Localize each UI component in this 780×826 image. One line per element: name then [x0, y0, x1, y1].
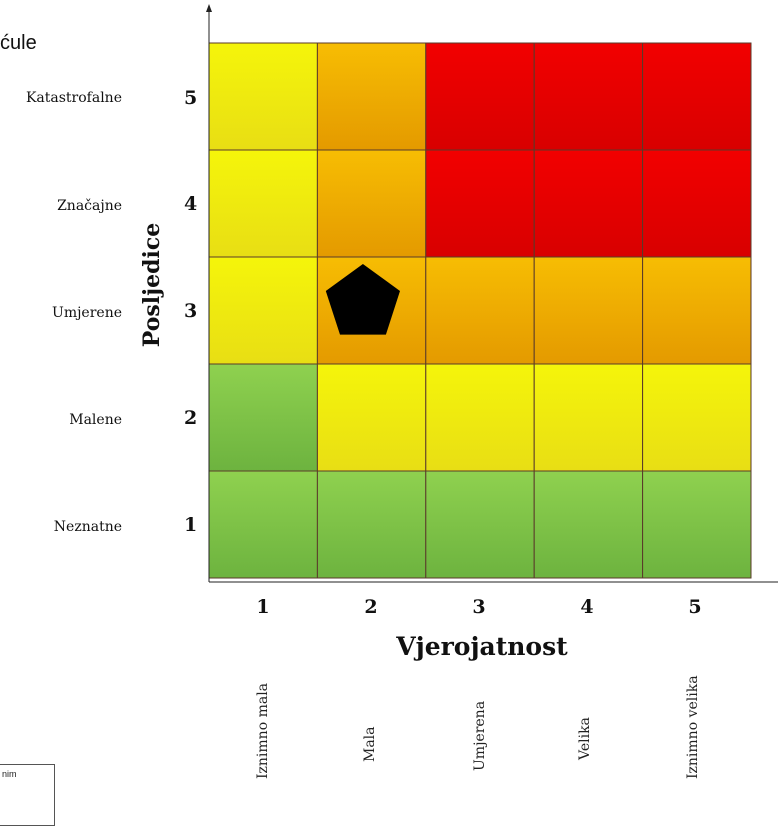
- matrix-cell-y1-x5: [642, 470, 752, 579]
- legend-fragment: nim: [0, 764, 55, 826]
- x-tick-5: 5: [688, 596, 702, 618]
- matrix-cell-y4-x3: [425, 149, 535, 258]
- matrix-cell-y1-x2: [316, 470, 427, 579]
- matrix-cells: [208, 42, 752, 579]
- matrix-cell-y2-x5: [642, 363, 752, 472]
- y-level-label-4: Značajne: [57, 198, 122, 214]
- y-level-label-3: Umjerene: [52, 305, 122, 321]
- y-level-label-2: Malene: [69, 412, 122, 428]
- y-tick-2: 2: [184, 407, 198, 429]
- y-tick-5: 5: [184, 87, 198, 109]
- y-tick-3: 3: [184, 300, 198, 322]
- matrix-cell-y1-x1: [208, 470, 318, 579]
- matrix-cell-y2-x1: [208, 363, 318, 472]
- x-tick-4: 4: [580, 596, 594, 618]
- y-tick-1: 1: [184, 514, 198, 536]
- matrix-cell-y4-x5: [642, 149, 752, 258]
- matrix-cell-y3-x5: [642, 256, 752, 365]
- matrix-cell-y5-x5: [642, 42, 752, 151]
- matrix-cell-y2-x2: [316, 363, 427, 472]
- y-tick-4: 4: [184, 193, 198, 215]
- x-level-label-4: Velika: [577, 717, 593, 760]
- matrix-cell-y3-x4: [533, 256, 644, 365]
- risk-marker-pentagon: [325, 264, 400, 335]
- matrix-cell-y3-x1: [208, 256, 318, 365]
- x-tick-3: 3: [472, 596, 486, 618]
- matrix-cell-y4-x1: [208, 149, 318, 258]
- matrix-cell-y2-x3: [425, 363, 535, 472]
- x-tick-2: 2: [364, 596, 378, 618]
- matrix-cell-y5-x1: [208, 42, 318, 151]
- x-level-label-5: Iznimno velika: [685, 675, 701, 779]
- matrix-cell-y5-x4: [533, 42, 644, 151]
- matrix-cell-y5-x2: [316, 42, 427, 151]
- matrix-cell-y1-x3: [425, 470, 535, 579]
- y-axis-arrowhead: [206, 4, 212, 12]
- x-level-label-3: Umjerena: [472, 700, 488, 771]
- x-level-label-1: Iznimno mala: [255, 682, 271, 779]
- x-axis-title: Vjerojatnost: [396, 632, 568, 661]
- matrix-cell-y4-x4: [533, 149, 644, 258]
- matrix-cell-y3-x3: [425, 256, 535, 365]
- x-level-label-2: Mala: [362, 726, 378, 762]
- matrix-cell-y4-x2: [316, 149, 427, 258]
- matrix-cell-y1-x4: [533, 470, 644, 579]
- page-title-fragment: ćule: [0, 32, 37, 54]
- y-level-labels: Katastrofalne Značajne Umjerene Malene N…: [0, 0, 122, 809]
- y-level-label-1: Neznatne: [53, 519, 122, 535]
- matrix-cell-y2-x4: [533, 363, 644, 472]
- matrix-axes: [206, 4, 778, 583]
- y-level-label-5: Katastrofalne: [25, 90, 122, 106]
- x-tick-1: 1: [256, 596, 270, 618]
- matrix-cell-y5-x3: [425, 42, 535, 151]
- legend-fragment-text: nim: [2, 769, 17, 779]
- risk-matrix-chart: [206, 4, 778, 583]
